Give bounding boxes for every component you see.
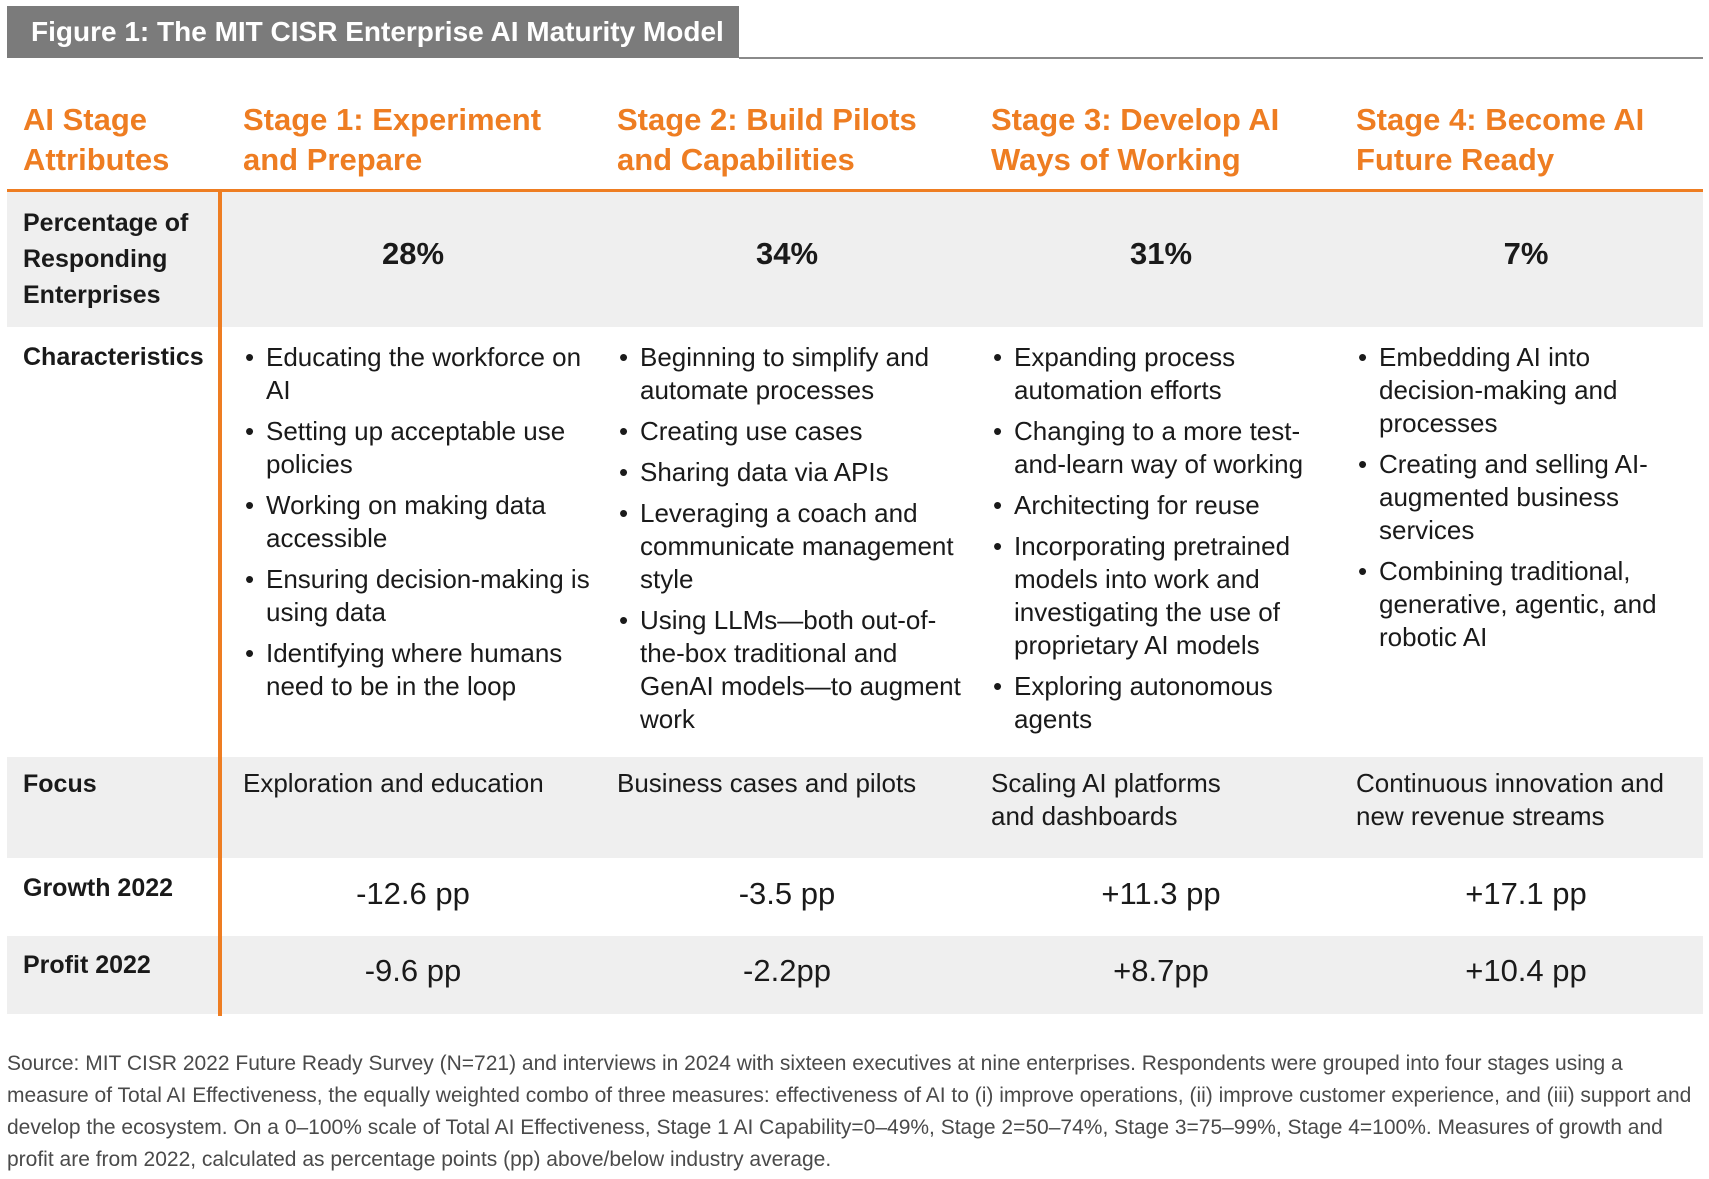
header-stage-1: Stage 1: Experiment and Prepare [243,102,542,177]
header-stage-2: Stage 2: Build Pilots and Capabilities [617,102,917,177]
row-label-growth: Growth 2022 [23,874,174,902]
list-item: Embedding AI into decision-making and pr… [1356,341,1696,440]
list-item: Creating and selling AI-augmented busine… [1356,448,1696,547]
maturity-model-table: AI Stage Attributes Stage 1: Experiment … [7,96,1703,1014]
percentage-stage-3: 31% [1129,236,1193,271]
row-label-focus: Focus [23,770,97,798]
row-characteristics: Characteristics Educating the workforce … [7,327,1703,757]
focus-stage-2: Business cases and pilots [617,768,917,798]
header-stage-4: Stage 4: Become AI Future Ready [1356,102,1645,177]
focus-stage-3: Scaling AI platforms and dashboards [991,768,1221,831]
list-item: Educating the workforce on AI [243,341,593,407]
list-item: Leveraging a coach and communicate manag… [617,497,967,596]
list-item: Identifying where humans need to be in t… [243,637,593,703]
list-item: Exploring autonomous agents [991,670,1336,736]
row-label-profit: Profit 2022 [23,951,151,979]
row-growth: Growth 2022 -12.6 pp -3.5 pp +11.3 pp +1… [7,858,1703,936]
growth-stage-1: -12.6 pp [356,876,470,911]
focus-stage-4: Continuous innovation and new revenue st… [1356,768,1664,831]
list-item: Setting up acceptable use policies [243,415,593,481]
characteristics-stage-2: Beginning to simplify and automate proce… [617,341,967,744]
list-item: Changing to a more test-and-learn way of… [991,415,1336,481]
figure-title: Figure 1: The MIT CISR Enterprise AI Mat… [7,6,739,58]
profit-stage-2: -2.2pp [743,953,831,988]
growth-stage-3: +11.3 pp [1101,876,1221,911]
characteristics-stage-1: Educating the workforce on AI Setting up… [243,341,593,711]
header-attributes: AI Stage Attributes [23,102,170,177]
characteristics-stage-3: Expanding process automation efforts Cha… [991,341,1336,744]
profit-stage-1: -9.6 pp [364,953,462,988]
list-item: Combining traditional, generative, agent… [1356,555,1696,654]
row-focus: Focus Exploration and education Business… [7,757,1703,858]
list-item: Working on making data accessible [243,489,593,555]
header-stage-3: Stage 3: Develop AI Ways of Working [991,102,1280,177]
list-item: Expanding process automation efforts [991,341,1336,407]
percentage-stage-4: 7% [1503,236,1549,271]
table-header: AI Stage Attributes Stage 1: Experiment … [7,96,1703,190]
source-note: Source: MIT CISR 2022 Future Ready Surve… [7,1052,1692,1171]
characteristics-stage-4: Embedding AI into decision-making and pr… [1356,341,1696,662]
percentage-stage-1: 28% [381,236,445,271]
list-item: Beginning to simplify and automate proce… [617,341,967,407]
header-rule [7,189,1703,192]
title-rule [739,57,1703,59]
list-item: Sharing data via APIs [617,456,967,489]
list-item: Ensuring decision-making is using data [243,563,593,629]
percentage-stage-2: 34% [755,236,819,271]
list-item: Using LLMs—both out-of-the-box tradition… [617,604,967,736]
focus-stage-1: Exploration and education [243,768,544,798]
profit-stage-4: +10.4 pp [1465,953,1587,988]
growth-stage-4: +17.1 pp [1465,876,1587,911]
row-profit: Profit 2022 -9.6 pp -2.2pp +8.7pp +10.4 … [7,936,1703,1014]
growth-stage-2: -3.5 pp [738,876,836,911]
list-item: Creating use cases [617,415,967,448]
attribute-column-rule [218,190,222,1016]
profit-stage-3: +8.7pp [1113,953,1209,988]
row-percentage: Percentage of Responding Enterprises 28%… [7,192,1703,327]
list-item: Incorporating pretrained models into wor… [991,530,1336,662]
row-label-characteristics: Characteristics [23,343,204,371]
row-label-percentage: Percentage of Responding Enterprises [23,209,189,309]
list-item: Architecting for reuse [991,489,1336,522]
